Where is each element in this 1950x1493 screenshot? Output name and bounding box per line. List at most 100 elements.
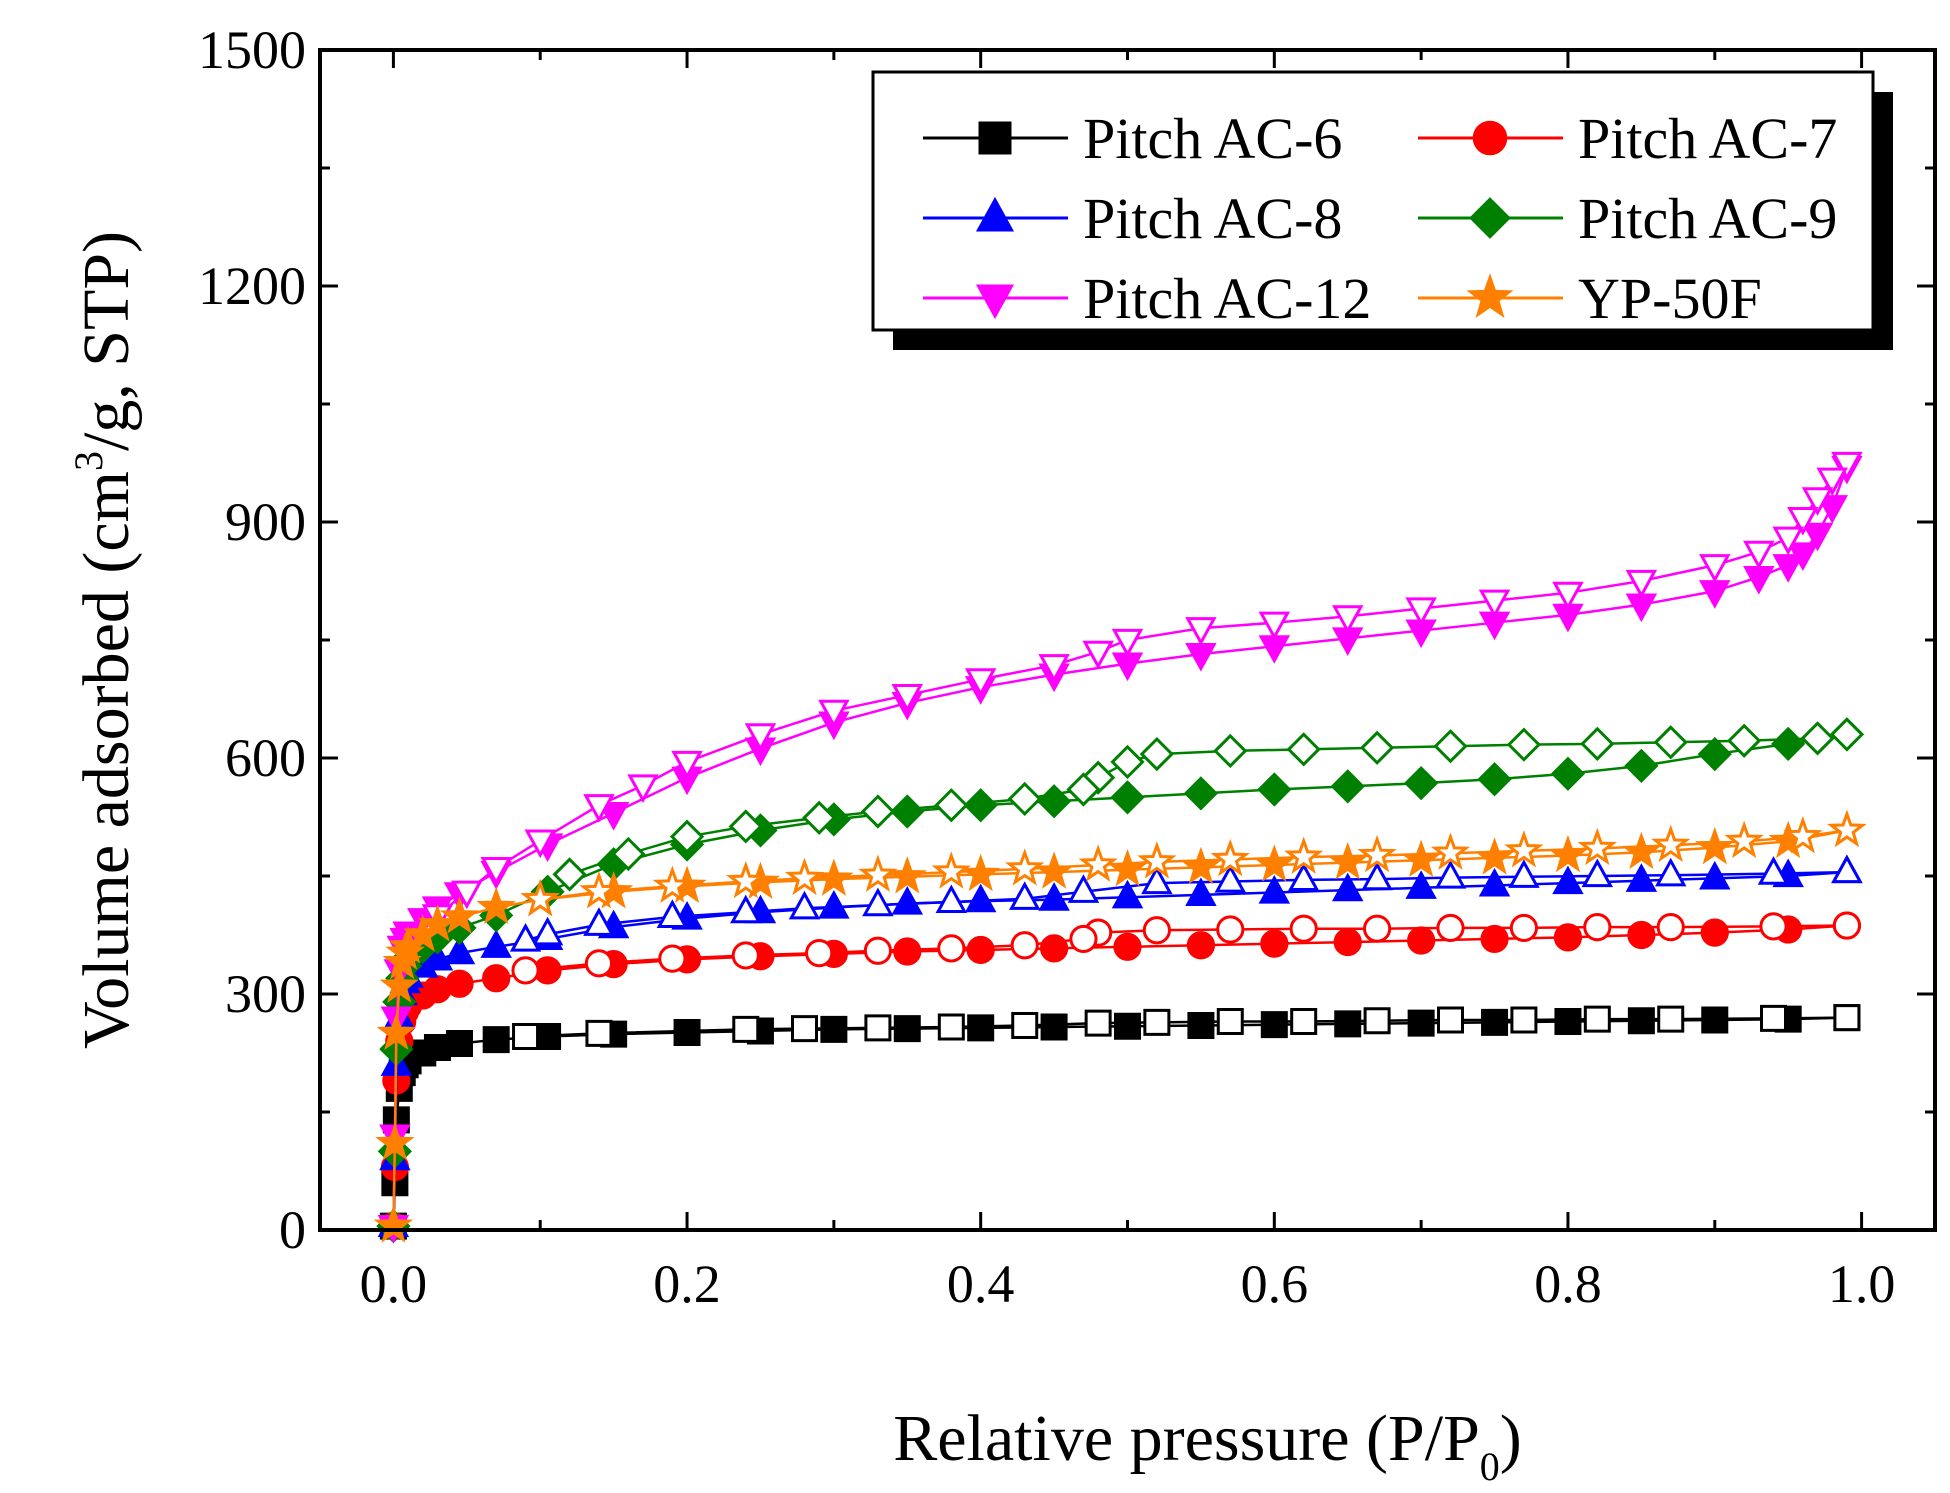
adsorption-point xyxy=(482,964,511,993)
desorption-point xyxy=(1082,640,1114,670)
desorption-point xyxy=(1066,772,1101,807)
adsorption-point xyxy=(445,969,474,998)
x-tick-label: 0.4 xyxy=(947,1254,1015,1314)
desorption-point xyxy=(1724,820,1764,859)
adsorption-point xyxy=(376,1012,416,1051)
desorption-point xyxy=(1504,830,1544,868)
adsorption-point xyxy=(1257,772,1292,807)
desorption-point xyxy=(862,887,894,917)
x-tick-label: 1.0 xyxy=(1828,1254,1896,1314)
desorption-point xyxy=(1405,597,1437,627)
adsorption-point xyxy=(1772,554,1804,583)
adsorption-point xyxy=(445,1030,473,1058)
desorption-point xyxy=(726,860,766,899)
adsorption-point xyxy=(1330,769,1365,804)
adsorption-point xyxy=(1480,924,1509,954)
desorption-point xyxy=(584,949,614,978)
adsorption-point xyxy=(1481,1008,1509,1036)
desorption-point xyxy=(1654,857,1687,887)
desorption-point xyxy=(863,936,893,965)
desorption-point xyxy=(1816,467,1848,497)
adsorption-point xyxy=(1038,882,1070,911)
adsorption-point xyxy=(1258,635,1291,664)
adsorption-point xyxy=(1699,860,1731,890)
desorption-point xyxy=(728,809,763,844)
axis-labels: 0 300 600 900 1200 1500 0.0 0.2 0.4 0.6 0.8 1.0 Rela… xyxy=(66,20,1895,1489)
adsorption-point xyxy=(1186,931,1216,960)
adsorption-point xyxy=(1621,831,1662,870)
desorption-point xyxy=(1331,605,1364,634)
desorption-point xyxy=(611,836,646,872)
desorption-point xyxy=(1038,654,1070,683)
adsorption-point xyxy=(1478,867,1511,897)
adsorption-point xyxy=(534,1022,562,1050)
desorption-point xyxy=(1005,848,1045,886)
desorption-point xyxy=(1185,617,1217,646)
desorption-point xyxy=(1580,726,1615,761)
desorption-point xyxy=(732,1015,760,1043)
desorption-point xyxy=(1361,861,1393,891)
adsorption-point xyxy=(1816,495,1848,524)
adsorption-point xyxy=(1787,542,1819,571)
desorption-point xyxy=(1757,856,1790,885)
adsorption-point xyxy=(1040,1013,1068,1041)
legend-marker xyxy=(1469,197,1511,239)
adsorption-point xyxy=(1404,766,1439,801)
desorption-point xyxy=(788,890,821,920)
y-tick-label: 600 xyxy=(225,728,306,788)
desorption-point xyxy=(1430,832,1471,870)
desorption-point xyxy=(1583,913,1612,942)
desorption-point xyxy=(1510,1006,1538,1034)
desorption-point xyxy=(1287,862,1320,892)
adsorption-point xyxy=(1333,927,1362,957)
adsorption-point xyxy=(1625,863,1658,892)
adsorption-point xyxy=(1697,736,1732,772)
legend-entry-pitch-ac-6: Pitch AC-6 xyxy=(923,106,1342,171)
legend-marker xyxy=(978,121,1012,155)
desorption-point xyxy=(1699,554,1731,583)
adsorption-point xyxy=(1554,1008,1582,1036)
desorption-point xyxy=(818,699,850,729)
adsorption-point xyxy=(1553,923,1583,952)
adsorption-point xyxy=(1185,877,1217,906)
desorption-point xyxy=(585,1019,613,1047)
desorption-point xyxy=(937,934,966,963)
y-tick-label: 1500 xyxy=(198,20,306,80)
desorption-point xyxy=(1831,451,1863,481)
legend-label: Pitch AC-8 xyxy=(1083,186,1342,251)
desorption-point xyxy=(1010,931,1039,960)
desorption-point xyxy=(669,819,705,854)
desorption-point xyxy=(1139,736,1174,772)
desorption-point xyxy=(931,851,971,889)
adsorption-point xyxy=(1331,872,1364,902)
desorption-point xyxy=(1007,781,1042,817)
desorption-point xyxy=(1508,859,1540,888)
legend-entry-yp-50f: YP-50F xyxy=(1418,266,1762,331)
desorption-point xyxy=(1142,916,1171,945)
adsorption-point xyxy=(480,929,512,958)
desorption-point xyxy=(579,871,619,909)
desorption-point xyxy=(1210,838,1250,877)
series-pitch-ac-7 xyxy=(379,911,1862,1241)
x-tick-label: 0.2 xyxy=(653,1254,721,1314)
desorption-point xyxy=(1258,611,1291,641)
legend-marker xyxy=(975,196,1015,232)
adsorption-point xyxy=(1181,846,1221,885)
desorption-point xyxy=(552,857,587,892)
desorption-point xyxy=(1727,723,1762,758)
adsorption-point xyxy=(1113,932,1142,961)
desorption-point xyxy=(1434,860,1467,889)
adsorption-point xyxy=(1550,756,1586,791)
adsorption-point xyxy=(890,794,925,829)
desorption-point xyxy=(512,1022,540,1050)
series-layer xyxy=(373,451,1867,1244)
desorption-point xyxy=(805,938,834,968)
y-tick-label: 1200 xyxy=(198,256,306,316)
desorption-point xyxy=(531,916,564,946)
adsorption-point xyxy=(1107,849,1148,887)
adsorption-point xyxy=(1627,1007,1655,1035)
series-yp-50f xyxy=(373,809,1867,1243)
desorption-point xyxy=(1827,809,1867,848)
adsorption-point xyxy=(1801,522,1834,552)
adsorption-point xyxy=(1627,920,1656,950)
